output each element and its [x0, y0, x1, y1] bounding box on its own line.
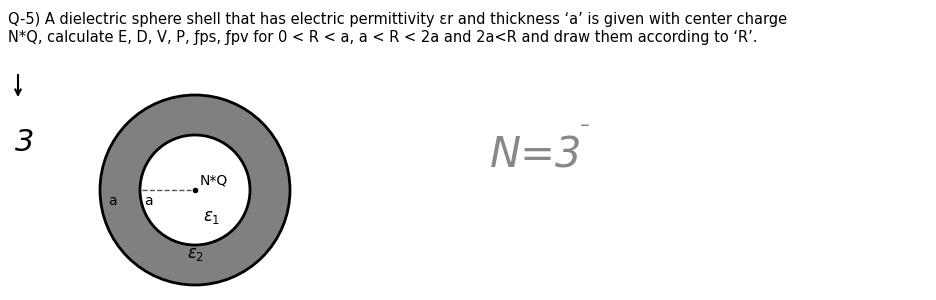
Text: $\varepsilon_1$: $\varepsilon_1$	[203, 208, 220, 226]
Text: 3: 3	[15, 128, 35, 157]
Circle shape	[140, 135, 250, 245]
Text: a: a	[144, 194, 153, 208]
Text: N*Q: N*Q	[200, 174, 228, 188]
Text: $\varepsilon_2$: $\varepsilon_2$	[187, 245, 204, 263]
Circle shape	[100, 95, 290, 285]
Text: –: –	[580, 116, 590, 134]
Text: N*Q, calculate E, D, V, P, ƒps, ƒpv for 0 < R < a, a < R < 2a and 2a<R and draw : N*Q, calculate E, D, V, P, ƒps, ƒpv for …	[8, 30, 757, 45]
Text: N=3: N=3	[490, 134, 582, 176]
Text: Q-5) A dielectric sphere shell that has electric permittivity εr and thickness ‘: Q-5) A dielectric sphere shell that has …	[8, 12, 787, 27]
Text: a: a	[108, 194, 117, 208]
